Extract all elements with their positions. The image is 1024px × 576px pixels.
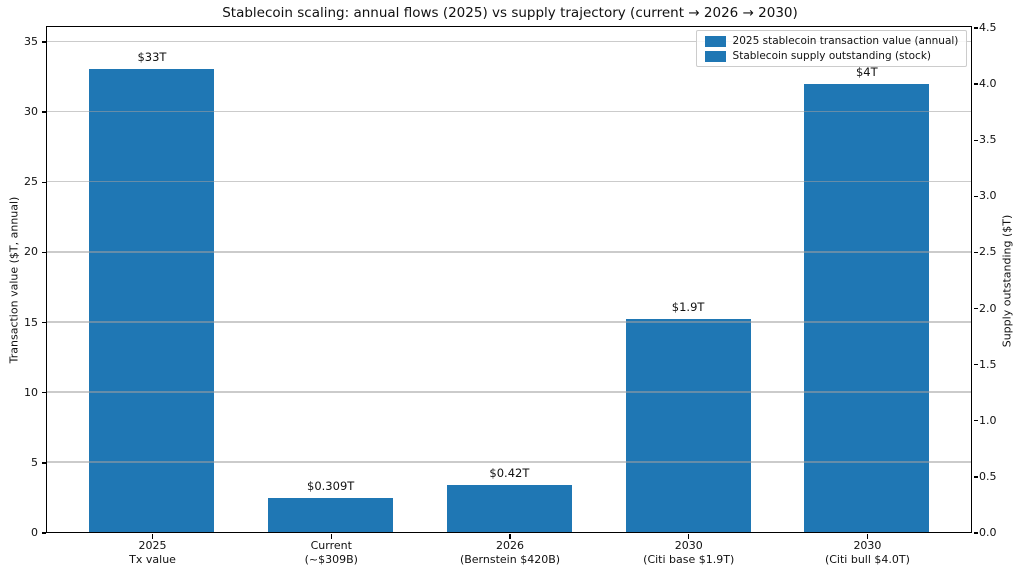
plot-area: $33T $0.309T $0.42T $1.9T $4T 2025 stablecoin… [46, 26, 973, 534]
right-y-axis-tick-mark [973, 476, 979, 478]
right-y-axis-tick-mark [973, 307, 979, 310]
gridline [47, 321, 972, 323]
left-y-axis-tick-label: 20 [24, 245, 38, 259]
left-y-axis-tick-label: 10 [24, 385, 38, 399]
right-y-axis-tick-label: 0.5 [979, 469, 997, 483]
bar-value-label: $0.42T [489, 466, 530, 481]
left-y-axis-tick-mark [41, 181, 47, 183]
left-y-axis-label: Transaction value ($T, annual) [7, 196, 21, 364]
x-axis-category-label: 2030 (Citi bull $4.0T) [824, 539, 910, 566]
left-y-axis-tick-mark [41, 392, 47, 394]
x-axis-tick-mark [688, 534, 690, 539]
left-y-axis-tick-label: 5 [31, 455, 38, 469]
right-y-axis-tick-label: 0.0 [979, 526, 997, 539]
right-y-axis-tick-label: 2.0 [979, 301, 997, 315]
bar [89, 69, 215, 533]
left-y-axis-tick-label: 0 [31, 526, 38, 539]
gridline [47, 391, 972, 393]
left-y-axis-tick-mark [41, 462, 47, 464]
bar [268, 497, 394, 533]
left-y-axis-tick-mark [41, 251, 47, 254]
right-y-axis-tick-mark [973, 83, 979, 85]
bar [625, 319, 751, 533]
bar-value-label: $1.9T [671, 300, 705, 315]
left-y-axis-tick-mark [41, 532, 47, 534]
legend-item-label: 2025 stablecoin transaction value (annua… [732, 35, 959, 48]
gridline [47, 110, 972, 113]
x-axis-category-label: 2026 (Bernstein $420B) [459, 539, 561, 566]
left-y-axis-tick-label: 15 [24, 315, 38, 329]
legend-item: Stablecoin supply outstanding (stock) [704, 50, 959, 63]
left-y-axis-tick-label: 25 [24, 175, 38, 189]
right-y-axis-tick-label: 3.5 [979, 133, 997, 147]
bar [446, 485, 572, 533]
legend-item-label: Stablecoin supply outstanding (stock) [732, 50, 932, 63]
right-y-axis-tick-mark [973, 139, 979, 141]
left-y-axis-tick-mark [41, 111, 47, 113]
x-axis-category-label: 2025 Tx value [129, 539, 176, 566]
x-axis-category-label: 2030 (Citi base $1.9T) [643, 539, 735, 566]
right-y-axis-tick-mark [973, 420, 979, 422]
legend-swatch-icon [704, 50, 726, 62]
gridline [47, 251, 972, 253]
legend-item: 2025 stablecoin transaction value (annua… [704, 35, 959, 48]
right-y-axis-label: Supply outstanding ($T) [1000, 214, 1014, 348]
x-axis-category-label: Current (~$309B) [304, 539, 358, 566]
left-y-axis-tick-label: 30 [24, 105, 38, 119]
bar-value-label: $0.309T [307, 478, 355, 493]
gridline [47, 180, 972, 183]
right-y-axis-tick-label: 1.5 [979, 357, 997, 371]
bar-value-label: $33T [137, 50, 167, 65]
left-y-axis-tick-mark [41, 41, 47, 43]
right-y-axis-tick-mark [973, 251, 979, 254]
right-y-axis-tick-label: 4.5 [979, 21, 997, 34]
right-y-axis-tick-mark [973, 195, 979, 198]
right-y-axis-tick-label: 1.0 [979, 413, 997, 427]
x-axis-tick-mark [509, 534, 511, 539]
gridline [47, 461, 972, 464]
bar-value-label: $4T [855, 64, 878, 79]
right-y-axis-tick-mark [973, 363, 979, 366]
right-y-axis-tick-mark [973, 532, 979, 534]
x-axis-tick-mark [866, 534, 869, 539]
gridline [47, 40, 972, 43]
legend: 2025 stablecoin transaction value (annua… [695, 30, 968, 68]
x-axis-tick-mark [151, 534, 154, 539]
right-y-axis-tick-label: 3.0 [979, 189, 997, 203]
left-y-axis-tick-label: 35 [24, 35, 38, 49]
right-y-axis-tick-label: 4.0 [979, 77, 997, 91]
left-y-axis-tick-mark [41, 321, 47, 324]
chart-title: Stablecoin scaling: annual flows (2025) … [222, 5, 798, 21]
bar [804, 83, 930, 533]
right-y-axis-tick-mark [973, 27, 979, 29]
x-axis-tick-mark [330, 534, 332, 539]
right-y-axis-tick-label: 2.5 [979, 245, 997, 259]
legend-swatch-icon [704, 35, 726, 47]
